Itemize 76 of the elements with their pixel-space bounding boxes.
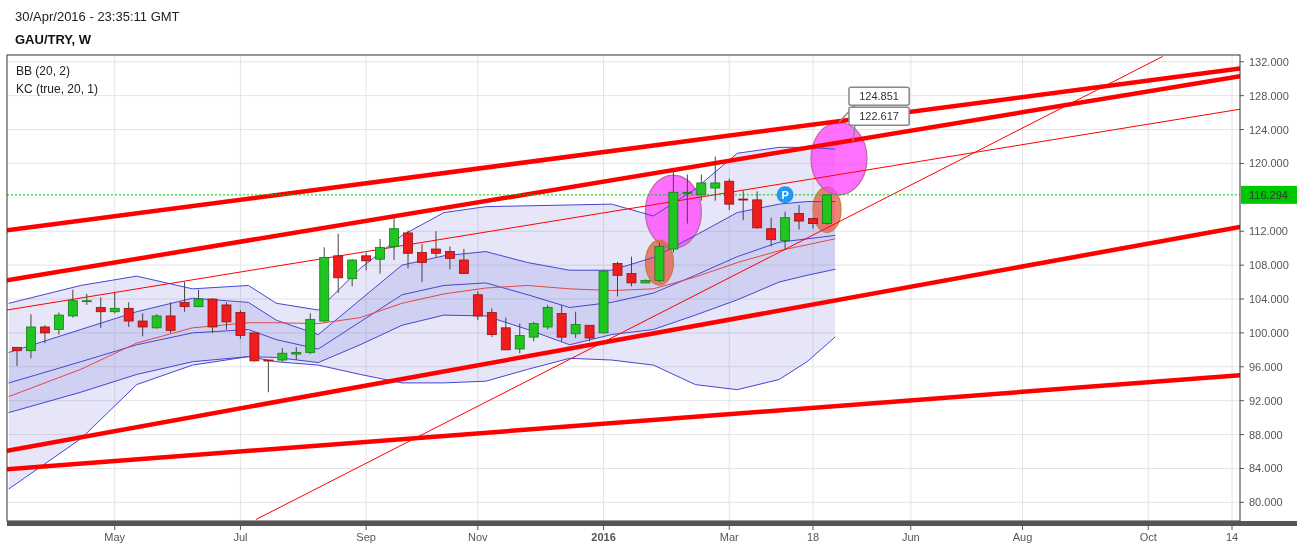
candlestick — [137, 312, 148, 337]
chart-title: GAU/TRY, W — [15, 32, 92, 47]
candlestick — [403, 229, 413, 270]
candlestick — [40, 324, 50, 344]
annotation: BB (20, 2) — [16, 64, 71, 78]
candlestick — [696, 173, 707, 202]
candlestick — [808, 217, 818, 230]
text: 30/Apr/2016 - 23:35:11 GMT — [15, 9, 180, 24]
candlestick — [556, 304, 567, 342]
annotation: P — [781, 188, 789, 201]
x-tick-label: 18 — [806, 531, 820, 543]
candlestick — [612, 261, 623, 297]
candlestick — [221, 301, 232, 331]
x-tick-label: Sep — [356, 531, 376, 543]
candlestick — [794, 204, 804, 231]
y-tick-label: 108.000 — [1249, 259, 1289, 272]
candlestick — [263, 359, 274, 393]
candlestick — [472, 290, 483, 321]
candlestick — [95, 296, 106, 329]
y-tick-label: 84.000 — [1249, 462, 1283, 475]
candlestick — [528, 321, 539, 342]
annotation: 122.617 — [859, 110, 899, 123]
y-tick-label: 132.000 — [1249, 55, 1289, 68]
candlestick — [361, 251, 372, 271]
candlestick — [26, 313, 36, 359]
candlestick — [724, 178, 735, 211]
x-tick-label: Nov — [468, 531, 489, 543]
candlestick — [417, 243, 427, 283]
y-tick-label: 128.000 — [1249, 89, 1289, 102]
candlestick — [109, 292, 120, 314]
candlestick — [389, 216, 399, 261]
candlestick — [766, 217, 777, 247]
x-tick-label: 14 — [1225, 531, 1239, 543]
candlestick — [235, 309, 246, 340]
annotation: 124.851 — [859, 90, 899, 103]
line-series — [8, 146, 836, 311]
y-tick-label: 96.000 — [1249, 360, 1283, 373]
candlestick — [486, 307, 497, 338]
x-tick-label: Aug — [1012, 531, 1033, 543]
candlestick — [458, 248, 469, 275]
x-tick-label: 2016 — [591, 531, 616, 543]
x-tick-label: Mar — [719, 531, 740, 543]
candlestick — [375, 238, 385, 275]
candlestick — [123, 301, 134, 328]
y-tick-label: 100.000 — [1249, 326, 1289, 339]
ref-line-label: 116.294 — [1249, 188, 1288, 201]
candlestick — [179, 281, 190, 313]
candlestick — [738, 190, 749, 221]
x-tick-label: Jun — [901, 531, 920, 543]
candlestick — [626, 256, 637, 287]
candlestick — [347, 258, 358, 287]
candlestick — [431, 230, 441, 258]
x-tick-label: Jul — [233, 531, 248, 543]
y-tick-label: 92.000 — [1249, 394, 1283, 407]
candlestick — [514, 323, 525, 354]
candlestick — [53, 312, 64, 336]
y-tick-label: 112.000 — [1249, 225, 1288, 238]
x-tick-label: Oct — [1139, 531, 1157, 543]
x-tick-label: May — [104, 531, 126, 543]
y-tick-label: 88.000 — [1249, 428, 1283, 441]
y-tick-label: 80.000 — [1249, 496, 1283, 509]
candlestick — [333, 233, 344, 294]
candlestick — [780, 211, 791, 250]
candlestick — [682, 173, 693, 225]
candlestick — [12, 346, 22, 367]
candlestick — [570, 311, 581, 339]
candlestick — [710, 156, 721, 202]
candlestick — [67, 289, 78, 319]
candlestick — [165, 301, 176, 334]
candlestick — [542, 304, 553, 331]
annotation: KC (true, 20, 1) — [16, 82, 99, 96]
y-tick-label: 124.000 — [1249, 123, 1289, 136]
y-tick-label: 104.000 — [1249, 292, 1289, 305]
candlestick — [445, 245, 455, 270]
candlestick — [500, 317, 511, 351]
y-tick-label: 120.000 — [1249, 157, 1289, 170]
